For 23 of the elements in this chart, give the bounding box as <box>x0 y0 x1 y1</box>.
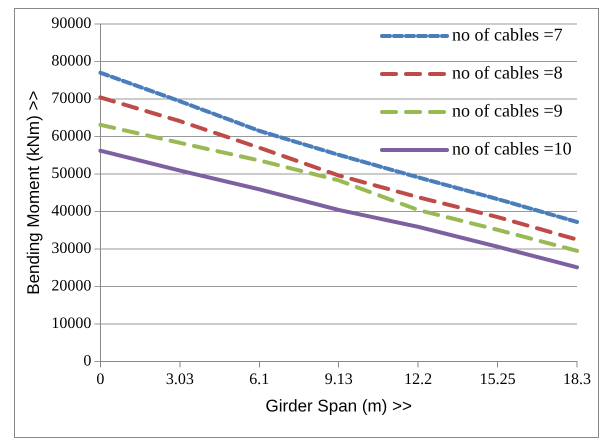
legend-label: no of cables =9 <box>452 100 563 121</box>
legend-label: no of cables =7 <box>452 24 563 45</box>
y-tick-label: 0 <box>83 352 92 370</box>
x-tick-label: 0 <box>96 371 104 388</box>
x-tick-label: 15.25 <box>480 371 516 388</box>
x-axis-title: Girder Span (m) >> <box>265 396 412 416</box>
y-tick-label: 30000 <box>51 240 92 258</box>
x-tick-label: 18.3 <box>563 371 591 388</box>
x-tick-label: 12.2 <box>404 371 432 388</box>
y-tick-label: 20000 <box>51 278 92 295</box>
legend-label: no of cables =8 <box>452 62 563 83</box>
legend-label: no of cables =10 <box>452 138 572 159</box>
x-tick-label: 3.03 <box>166 371 194 388</box>
x-tick-label: 9.13 <box>324 371 353 388</box>
y-tick-label: 40000 <box>51 202 92 220</box>
y-tick-label: 50000 <box>51 165 92 182</box>
y-axis-title: Bending Moment (kNm) >> <box>24 90 43 295</box>
y-tick-label: 90000 <box>51 15 92 32</box>
y-tick-label: 60000 <box>51 128 92 145</box>
y-tick-label: 10000 <box>51 315 92 332</box>
y-tick-label: 70000 <box>51 90 92 108</box>
y-tick-label: 80000 <box>51 52 92 70</box>
x-tick-label: 6.1 <box>249 371 270 388</box>
